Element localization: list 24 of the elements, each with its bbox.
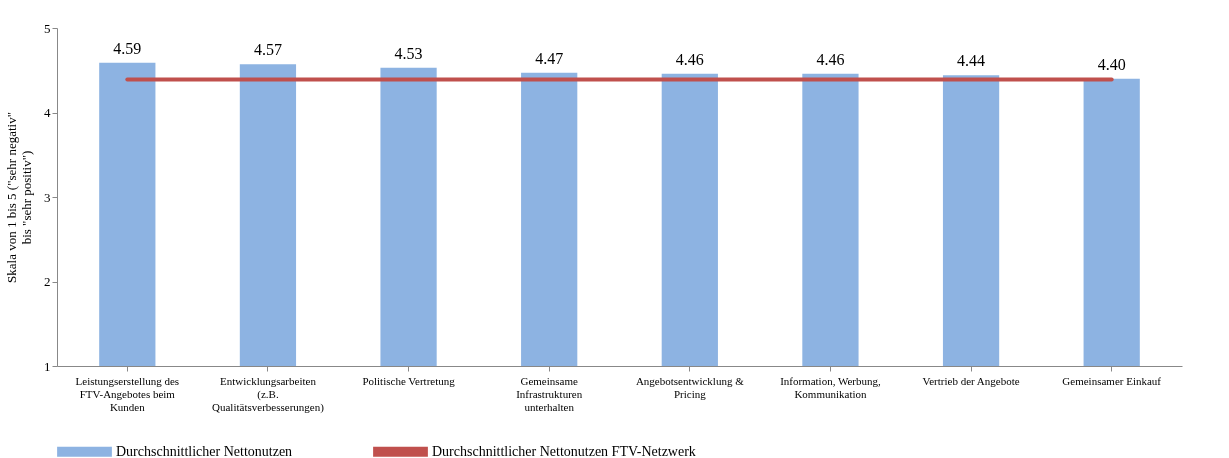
x-tick-label: Politische Vertretung (362, 374, 456, 387)
y-tick-label: 4 (44, 105, 51, 120)
data-label: 4.47 (535, 49, 564, 67)
data-label: 4.46 (675, 50, 704, 68)
legend-label: Durchschnittlicher Nettonutzen (116, 443, 293, 458)
data-label: 4.44 (957, 52, 986, 70)
data-label: 4.59 (113, 39, 142, 57)
x-tick-label: Vertrieb der Angebote (922, 374, 1020, 387)
data-label: 4.40 (1097, 55, 1126, 73)
y-tick-label: 2 (44, 274, 51, 289)
data-label: 4.57 (253, 41, 282, 59)
x-tick-label: Angebotsentwicklung & Pricing (635, 374, 745, 400)
x-tick-label: Leistungserstellung des FTV-Angebotes beim Kunden (75, 374, 180, 413)
y-tick-label: 1 (44, 358, 51, 374)
x-tick-label: Gemeinsame Infrastrukturen unterhalten (516, 374, 583, 413)
data-label: 4.53 (394, 44, 423, 62)
x-tick-label: Entwicklungsarbeiten (z.B. Qualitätsverbesserungen) (212, 374, 325, 414)
y-axis-title: Skala von 1 bis 5 ("sehr negativ" bis "sehr positiv") (4, 112, 34, 283)
data-label: 4.46 (816, 50, 845, 68)
x-tick-label: Information, Werbung, Kommunikation (780, 374, 882, 400)
legend-label: Durchschnittlicher Nettonutzen FTV-Netzwerk (432, 443, 696, 458)
y-tick-label: 5 (44, 20, 51, 36)
y-tick-label: 3 (44, 189, 51, 205)
x-tick-label: Gemeinsamer Einkauf (1062, 374, 1162, 387)
